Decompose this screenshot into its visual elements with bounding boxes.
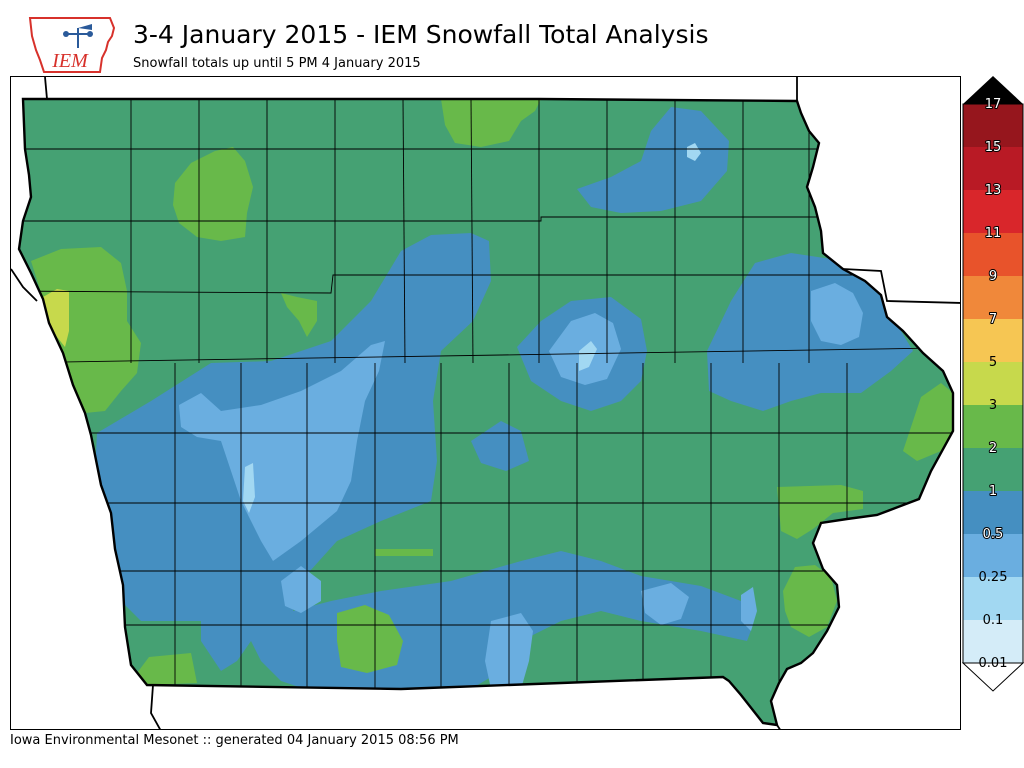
colorbar-cell xyxy=(963,190,1023,233)
snowfall-map xyxy=(10,76,961,730)
iowa-map-svg xyxy=(11,77,960,729)
colorbar-tick-label: 11 xyxy=(985,226,1002,241)
county-boundaries xyxy=(19,99,953,691)
colorbar-cell xyxy=(963,362,1023,405)
colorbar-tick-label: 0.5 xyxy=(983,527,1004,542)
colorbar-cell xyxy=(963,147,1023,190)
colorbar-cell xyxy=(963,491,1023,534)
neighbor-state-borders xyxy=(11,77,960,729)
iem-logo: IEM xyxy=(28,17,116,73)
colorbar-tick-label: 17 xyxy=(985,97,1002,112)
colorbar-tick-label: 1 xyxy=(989,484,997,499)
colorbar-cell xyxy=(963,276,1023,319)
snow-band-0.25-0.5 xyxy=(179,283,863,689)
colorbar-cell xyxy=(963,405,1023,448)
page-subtitle: Snowfall totals up until 5 PM 4 January … xyxy=(133,56,421,71)
colorbar-cells xyxy=(963,104,1023,663)
colorbar-cell xyxy=(963,233,1023,276)
logo-text: IEM xyxy=(51,50,89,72)
colorbar-tick-label: 9 xyxy=(989,269,997,284)
colorbar-tick-label: 0.25 xyxy=(979,570,1008,585)
colorbar-tick-label: 3 xyxy=(989,398,997,413)
colorbar-tick-label: 7 xyxy=(989,312,997,327)
snow-band-3-5 xyxy=(43,289,69,347)
colorbar-cell xyxy=(963,534,1023,577)
snowfall-colorbar: 0.01 0.1 0.25 0.5 1 2 3 5 7 9 11 13 15 17 xyxy=(962,76,1024,692)
colorbar-cell xyxy=(963,448,1023,491)
colorbar-tick-label: 2 xyxy=(989,441,997,456)
iowa-state-border xyxy=(17,97,955,727)
snow-band-0.5-1 xyxy=(95,107,913,691)
colorbar-tick-label: 0.1 xyxy=(983,613,1004,628)
colorbar-cell xyxy=(963,577,1023,620)
colorbar-top-arrow xyxy=(963,76,1023,104)
colorbar-tick-label: 0.01 xyxy=(979,656,1008,671)
iowa-outline-icon xyxy=(28,17,116,73)
colorbar-cell xyxy=(963,104,1023,147)
page-title: 3-4 January 2015 - IEM Snowfall Total An… xyxy=(133,20,709,49)
footer-credit: Iowa Environmental Mesonet :: generated … xyxy=(10,733,459,748)
colorbar-tick-label: 15 xyxy=(985,140,1002,155)
snow-band-0.1-0.25 xyxy=(243,143,701,513)
colorbar-tick-label: 13 xyxy=(985,183,1002,198)
colorbar-cell xyxy=(963,319,1023,362)
snow-band-2-3 xyxy=(31,99,953,685)
colorbar-cell xyxy=(963,620,1023,663)
colorbar-tick-label: 5 xyxy=(989,355,997,370)
weather-station-icon xyxy=(63,24,93,48)
